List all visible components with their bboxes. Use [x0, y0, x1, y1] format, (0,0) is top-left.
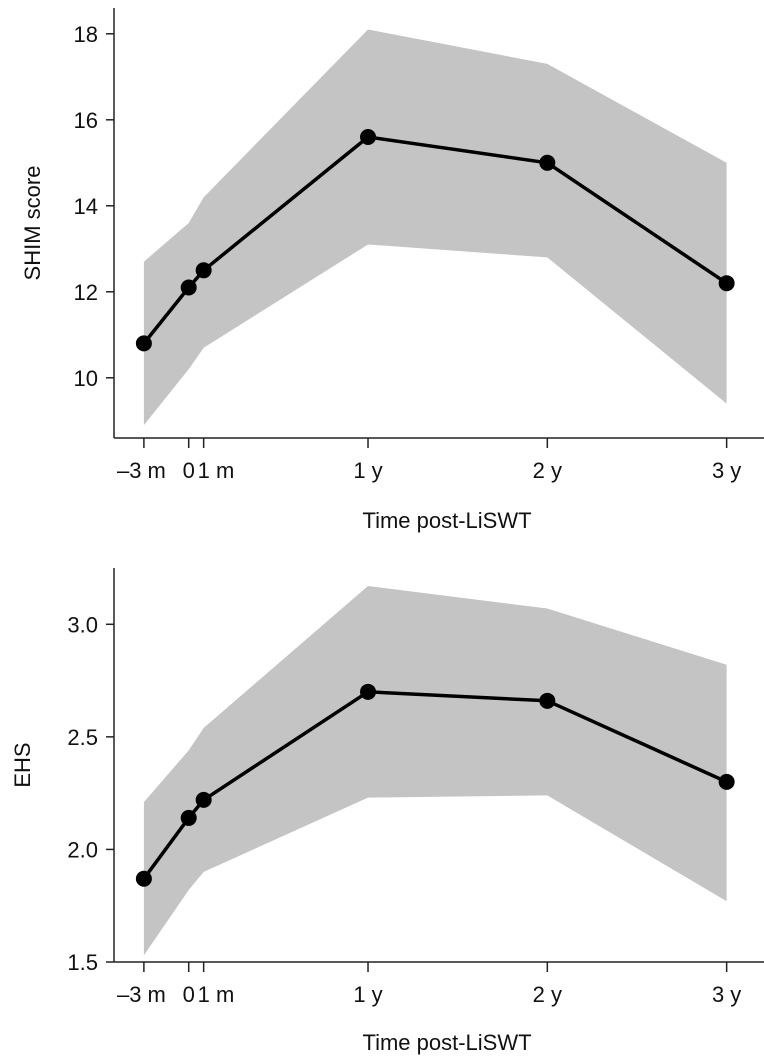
ehs-x-tick-label: –3 m: [117, 982, 166, 1007]
shim-mean-line: [142, 135, 728, 345]
shim-y-tick-label: 10: [74, 366, 98, 391]
ehs-data-point: [718, 773, 735, 790]
shim-data-point: [718, 275, 735, 292]
shim-y-tick-label: 16: [74, 108, 98, 133]
shim-confidence-band: [143, 29, 727, 426]
ehs-y-ticks: 1.5 2.0 2.5 3.0: [67, 612, 114, 975]
ehs-x-tick-label: 0: [183, 982, 195, 1007]
ehs-data-point: [539, 692, 556, 709]
ehs-confidence-band: [143, 586, 727, 956]
shim-data-point: [539, 154, 556, 171]
shim-y-axis-title: SHIM score: [20, 166, 45, 281]
ehs-y-tick-label: 2.0: [67, 837, 98, 862]
shim-x-tick-label: 0: [183, 458, 195, 483]
ehs-x-tick-label: 1 y: [353, 982, 382, 1007]
shim-x-tick-label: 1 y: [353, 458, 382, 483]
shim-data-point: [195, 262, 212, 279]
ehs-x-tick-label: 3 y: [712, 982, 741, 1007]
ehs-data-point: [135, 870, 152, 887]
shim-data-point: [180, 279, 197, 296]
shim-x-axis-title: Time post-LiSWT: [362, 508, 531, 533]
shim-y-tick-label: 18: [74, 22, 98, 47]
ehs-x-axis-title: Time post-LiSWT: [362, 1030, 531, 1055]
ehs-x-tick-label: 1 m: [198, 982, 235, 1007]
shim-data-point: [135, 335, 152, 352]
ehs-y-axis-title: EHS: [10, 742, 35, 787]
shim-data-point: [360, 129, 377, 145]
ehs-y-tick-label: 2.5: [67, 725, 98, 750]
ehs-x-tick-label: 2 y: [533, 982, 562, 1007]
shim-x-tick-label: –3 m: [117, 458, 166, 483]
ehs-data-point: [360, 683, 377, 700]
shim-x-tick-label: 1 m: [198, 458, 235, 483]
shim-y-tick-label: 12: [74, 280, 98, 305]
ehs-data-point: [180, 809, 197, 826]
shim-y-ticks: 10 12 14 16 18: [74, 22, 114, 391]
ehs-data-point: [195, 791, 212, 808]
ehs-y-tick-label: 3.0: [67, 612, 98, 637]
shim-x-tick-label: 2 y: [533, 458, 562, 483]
shim-y-tick-label: 14: [74, 194, 98, 219]
ehs-y-tick-label: 1.5: [67, 950, 98, 975]
shim-points: [135, 129, 735, 352]
ehs-mean-line: [142, 690, 728, 880]
ehs-points: [135, 683, 735, 887]
shim-x-tick-label: 3 y: [712, 458, 741, 483]
